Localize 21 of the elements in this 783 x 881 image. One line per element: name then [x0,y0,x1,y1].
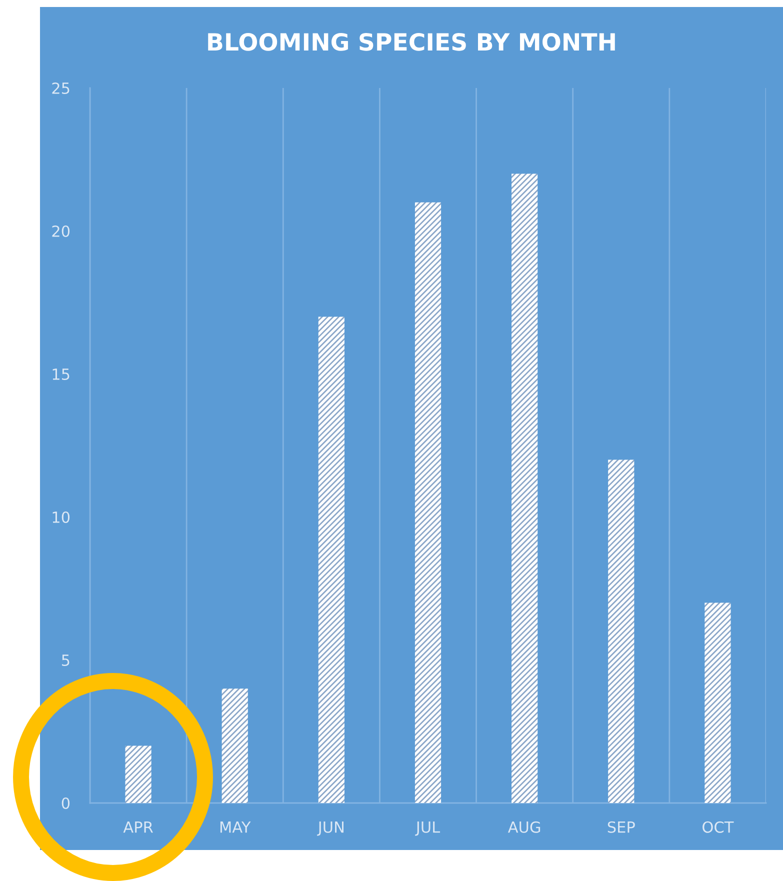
y-tick-label: 5 [62,654,70,666]
x-tick-label: AUG [508,821,540,833]
chart-title: BLOOMING SPECIES BY MONTH [208,32,615,51]
y-tick-label: 25 [52,82,70,94]
bar [704,602,731,803]
x-tick-label: MAY [220,822,251,833]
x-tick-label: JUN [317,822,344,836]
x-tick-label: SEP [608,821,635,833]
x-tick-label: JUL [415,822,440,836]
x-tick-label: OCT [702,821,734,833]
y-tick-label: 20 [52,225,70,238]
y-tick-label: 0 [62,797,70,810]
bar [318,316,344,803]
bar [222,688,248,803]
bar [414,202,442,803]
x-tick-label: APR [123,822,153,833]
bar [125,746,152,803]
y-tick-label: 15 [52,368,70,380]
bar [512,174,538,803]
bar [608,460,634,803]
y-tick-label: 10 [52,511,70,524]
